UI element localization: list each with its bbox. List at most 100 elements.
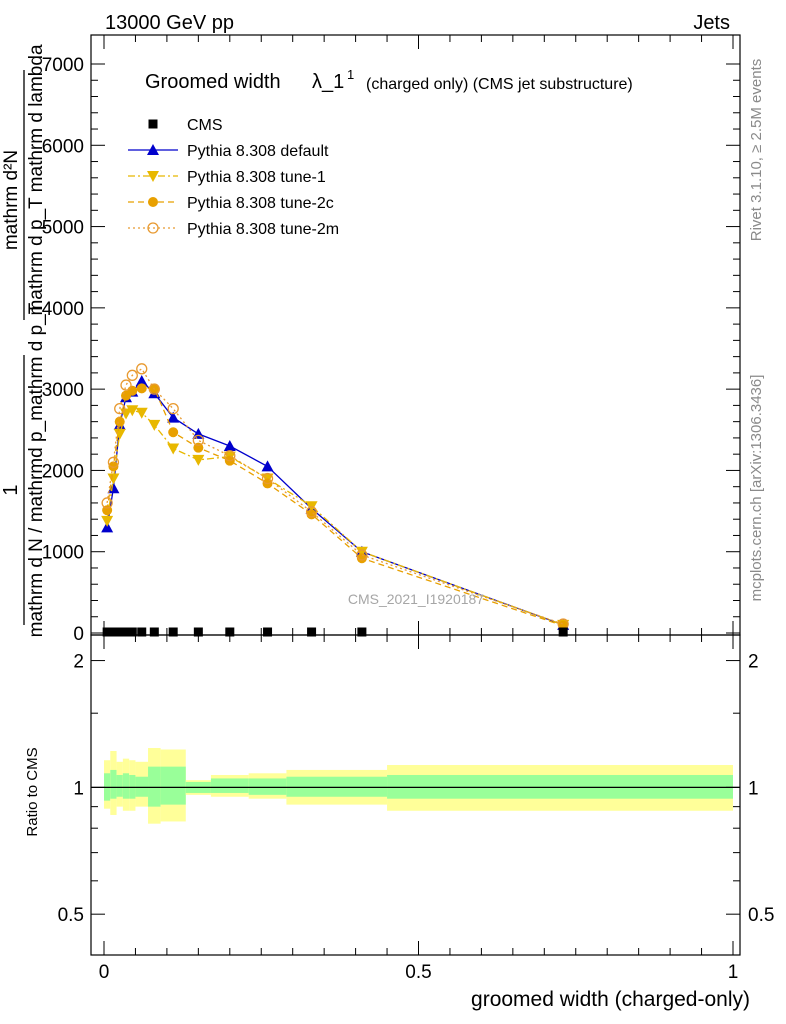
legend-item: Pythia 8.308 tune-2c xyxy=(128,195,334,212)
data-point xyxy=(149,627,159,637)
ylabel-numerator: mathrm d²N xyxy=(1,150,22,250)
stat-uncertainty-band xyxy=(122,773,130,799)
stat-uncertainty-band xyxy=(148,766,161,807)
data-point xyxy=(120,408,133,420)
data-point xyxy=(167,403,179,415)
stat-uncertainty-band xyxy=(248,778,287,795)
plot-title: Groomed width λ_1 1 (charged only) (CMS … xyxy=(145,67,633,93)
data-point xyxy=(107,456,120,468)
y-tick-label: 5000 xyxy=(42,218,84,239)
stat-uncertainty-band xyxy=(110,769,117,799)
legend-label: Pythia 8.308 tune-1 xyxy=(187,169,326,186)
data-point xyxy=(192,434,205,447)
ylabel-denominator: mathrm d N / mathrmd p_mathrm d p_T xyxy=(26,302,47,637)
ylabel-one: 1 xyxy=(0,484,22,495)
series-cms xyxy=(102,627,568,637)
y-tick-label: 1000 xyxy=(42,543,84,564)
series-line xyxy=(106,409,564,626)
y-tick-label: 4000 xyxy=(42,299,84,320)
data-point xyxy=(224,450,236,462)
y-tick-label: 7000 xyxy=(42,55,84,76)
legend-marker xyxy=(148,197,158,207)
ratio-y-tick-label: 0.5 xyxy=(58,905,84,926)
title-suffix: (charged only) (CMS jet substructure) xyxy=(366,76,633,93)
analysis-watermark: CMS_2021_I1920187 xyxy=(348,591,484,607)
data-point xyxy=(126,369,138,381)
data-point xyxy=(136,363,148,375)
ratio-y-tick-label-right: 0.5 xyxy=(748,905,774,926)
data-point xyxy=(168,427,179,438)
data-point xyxy=(148,419,161,431)
y-tick-label: 2000 xyxy=(42,461,84,482)
data-point xyxy=(148,383,160,395)
data-point xyxy=(101,521,114,533)
y-tick-label: 3000 xyxy=(42,380,84,401)
y-tick-label: 0 xyxy=(73,624,84,645)
data-point xyxy=(223,440,236,452)
series-line xyxy=(106,387,564,627)
legend-label: CMS xyxy=(187,117,223,134)
data-point xyxy=(167,411,180,423)
data-point xyxy=(135,375,148,387)
stat-uncertainty-band xyxy=(160,766,186,805)
main-y-axis: 0 1000 2000 3000 4000 5000 6000 7000 xyxy=(42,55,740,645)
legend: CMS Pythia 8.308 default Pythia 8.308 tune… xyxy=(128,117,339,238)
legend-label: Pythia 8.308 default xyxy=(187,143,329,160)
ratio-y-tick-label: 2 xyxy=(73,652,84,673)
data-point xyxy=(101,515,114,527)
title-main: Groomed width xyxy=(145,71,281,93)
data-point xyxy=(193,627,203,637)
legend-item: Pythia 8.308 default xyxy=(128,143,329,160)
data-point xyxy=(121,627,131,637)
ratio-y-axis: 0.5 0.5 1 1 2 2 xyxy=(58,652,775,927)
x-tick-label: 0 xyxy=(99,962,110,983)
data-point xyxy=(261,460,274,472)
series-layer xyxy=(101,363,570,637)
main-ylabel: 1 mathrm d N / mathrmd p_mathrm d p_T ma… xyxy=(0,44,47,637)
data-point xyxy=(108,461,119,472)
data-point xyxy=(127,627,137,637)
series-pythia-8-308-tune-1 xyxy=(101,405,570,631)
legend-marker xyxy=(147,144,159,155)
data-point xyxy=(558,627,568,637)
legend-item: Pythia 8.308 tune-2m xyxy=(128,221,339,238)
legend-item: CMS xyxy=(148,117,223,134)
ratio-y-tick-label-right: 1 xyxy=(748,778,759,799)
rivet-version-text: Rivet 3.1.10, ≥ 2.5M events xyxy=(748,59,765,242)
data-point xyxy=(263,627,273,637)
legend-item: Pythia 8.308 tune-1 xyxy=(128,169,326,186)
legend-marker xyxy=(147,222,159,234)
ratio-ylabel: Ratio to CMS xyxy=(24,747,41,836)
data-point xyxy=(107,473,120,485)
ratio-plot-frame xyxy=(90,634,741,956)
title-lambda: λ_1 xyxy=(312,71,344,93)
data-point xyxy=(168,627,178,637)
data-point xyxy=(108,627,118,637)
data-point xyxy=(101,497,113,509)
ratio-uncertainty-bands xyxy=(104,748,733,824)
stat-uncertainty-band xyxy=(210,778,249,793)
x-tick-label: 1 xyxy=(728,962,739,983)
x-axis-label: groomed width (charged-only) xyxy=(471,988,750,1011)
data-point xyxy=(305,506,318,518)
data-point xyxy=(127,385,138,396)
data-point xyxy=(356,553,367,564)
stat-uncertainty-band xyxy=(286,776,388,797)
data-point xyxy=(225,627,235,637)
legend-marker xyxy=(147,171,159,182)
header-left: 13000 GeV pp xyxy=(105,12,234,34)
stat-uncertainty-band xyxy=(116,774,123,797)
legend-marker xyxy=(148,119,158,129)
header-right: Jets xyxy=(693,12,730,34)
data-point xyxy=(114,403,126,415)
data-point xyxy=(120,379,132,391)
data-point xyxy=(137,627,147,637)
series-line xyxy=(106,367,564,625)
mcplots-reference-text: mcplots.cern.ch [arXiv:1306.3436] xyxy=(748,375,765,602)
ratio-y-tick-label: 1 xyxy=(73,778,84,799)
data-point xyxy=(356,549,368,561)
ylabel-denominator-2: mathrm d p_T mathrm d lambda xyxy=(26,44,47,315)
data-point xyxy=(113,428,126,440)
data-point xyxy=(261,472,274,485)
